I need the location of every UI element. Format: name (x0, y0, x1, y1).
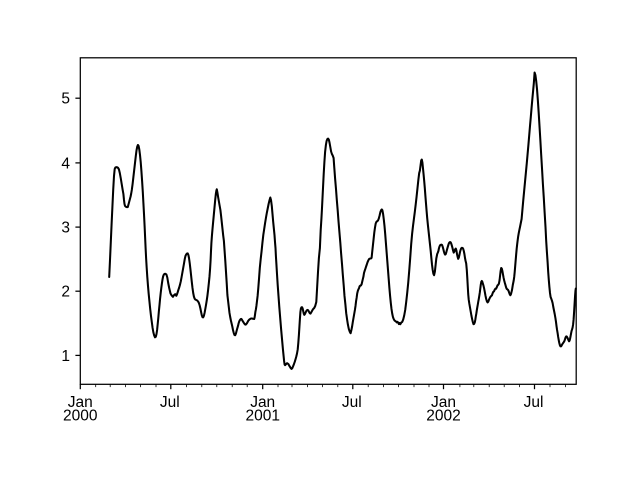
svg-text:5: 5 (61, 91, 70, 108)
svg-text:2000: 2000 (63, 408, 98, 425)
svg-text:Jul: Jul (342, 394, 362, 411)
svg-text:Jan: Jan (68, 394, 93, 411)
svg-text:4: 4 (61, 155, 70, 172)
svg-text:Jan: Jan (431, 394, 456, 411)
svg-text:1: 1 (61, 348, 70, 365)
svg-text:2: 2 (61, 284, 70, 301)
svg-text:3: 3 (61, 220, 70, 237)
svg-text:Jul: Jul (524, 394, 544, 411)
svg-text:2002: 2002 (426, 408, 460, 425)
svg-text:Jan: Jan (250, 394, 275, 411)
svg-text:2001: 2001 (245, 408, 279, 425)
svg-text:Jul: Jul (160, 394, 180, 411)
